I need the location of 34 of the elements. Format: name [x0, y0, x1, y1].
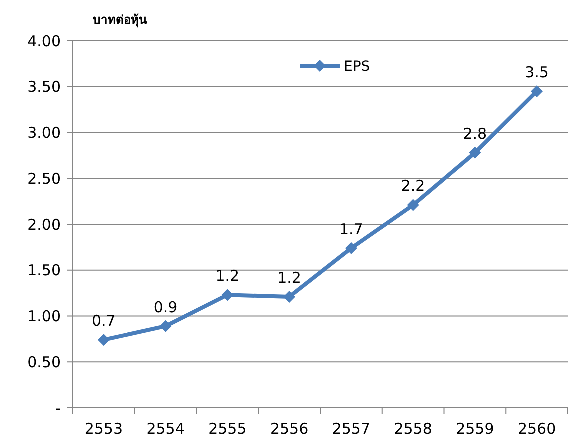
x-tick-label: 2556 — [270, 420, 309, 438]
y-axis-title: บาทต่อหุ้น — [93, 13, 148, 28]
point — [284, 290, 296, 303]
y-tick-label: - — [56, 399, 61, 418]
point — [407, 199, 420, 212]
data-label: 3.5 — [525, 63, 549, 82]
point — [345, 242, 358, 254]
y-tick-label: 1.50 — [28, 262, 61, 280]
data-label: 0.7 — [92, 312, 116, 330]
data-label: 0.9 — [154, 298, 178, 316]
y-tick-label: 3.50 — [28, 78, 61, 96]
y-tick-label: 2.00 — [28, 216, 61, 234]
data-label: 1.7 — [340, 220, 364, 238]
y-tick-label: 2.50 — [28, 170, 61, 188]
point — [531, 85, 544, 98]
x-tick-label: 2558 — [394, 420, 432, 438]
x-tick-label: 2554 — [146, 420, 185, 438]
x-tick-label: 2559 — [456, 420, 494, 438]
x-tick-label: 2560 — [518, 420, 556, 438]
x-tick-label: 2557 — [332, 420, 371, 438]
data-label: 1.2 — [216, 267, 240, 286]
point — [469, 146, 482, 159]
x-tick-label: 2555 — [208, 420, 247, 438]
data-label: 2.2 — [401, 177, 426, 196]
legend-label: EPS — [344, 58, 370, 75]
y-tick-label: 3.00 — [28, 124, 61, 142]
y-tick-label: 4.00 — [28, 32, 61, 50]
y-tick-label: 0.50 — [28, 353, 61, 372]
y-tick-label: 1.00 — [28, 308, 61, 326]
point — [160, 320, 172, 332]
point — [98, 334, 110, 346]
data-label: 1.2 — [278, 268, 302, 287]
data-label: 2.8 — [463, 124, 488, 143]
x-tick-label: 2553 — [84, 420, 124, 438]
